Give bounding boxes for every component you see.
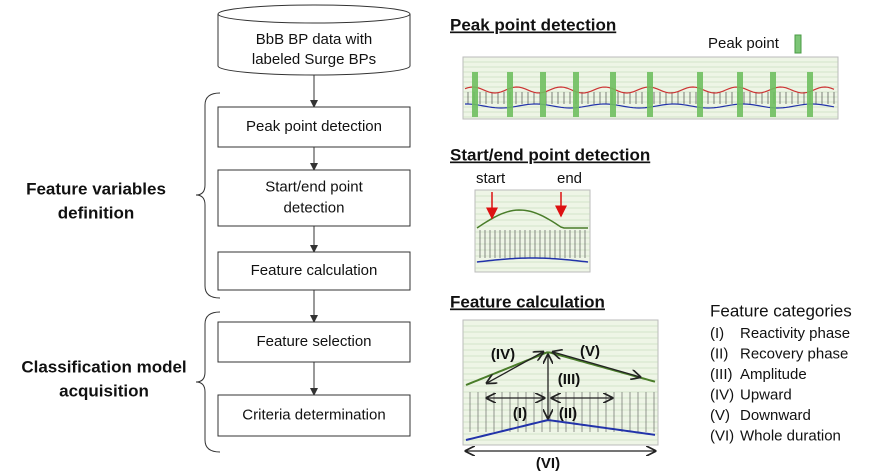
category-code: (IV) [710, 386, 734, 403]
panel-title: Peak point detection [450, 15, 616, 34]
category-code: (V) [710, 407, 730, 424]
step-text: Start/end point [265, 178, 363, 195]
step-text: Feature selection [256, 333, 371, 350]
categories-list: (I) Reactivity phase (II) Recovery phase (II… [710, 325, 850, 445]
category-name: Downward [740, 407, 811, 424]
brace [196, 93, 220, 298]
database: BbB BP data with labeled Surge BPs [218, 5, 410, 75]
feature-label: (III) [558, 371, 581, 388]
peak-bar [540, 72, 546, 117]
feature-label: (I) [513, 405, 527, 422]
panel-title: Start/end point detection [450, 145, 650, 164]
panel-title: Feature calculation [450, 292, 605, 311]
peak-bar [507, 72, 513, 117]
step-text: Criteria determination [242, 406, 385, 423]
peak-bar [807, 72, 813, 117]
peak-bar [647, 72, 653, 117]
group-label: acquisition [59, 381, 149, 400]
category-name: Whole duration [740, 427, 841, 444]
category-code: (II) [710, 345, 728, 362]
peak-bar [697, 72, 703, 117]
category-name: Amplitude [740, 366, 807, 383]
peak-bar [573, 72, 579, 117]
flow: Peak point detection Start/end point detec… [218, 75, 410, 436]
categories-title: Feature categories [710, 301, 852, 320]
peak-bar [610, 72, 616, 117]
db-text: labeled Surge BPs [252, 51, 376, 68]
peak-bar [737, 72, 743, 117]
group-label: Classification model [21, 357, 186, 376]
peak-bar [472, 72, 478, 117]
category-code: (III) [710, 366, 733, 383]
step-text: Peak point detection [246, 118, 382, 135]
feature-label: (VI) [536, 455, 560, 472]
diagram: BbB BP data with labeled Surge BPs Peak … [0, 0, 883, 474]
category-name: Upward [740, 386, 792, 403]
category-name: Recovery phase [740, 345, 848, 362]
step-text: Feature calculation [251, 262, 378, 279]
group-label: Feature variables [26, 179, 166, 198]
marker-label: end [557, 170, 582, 187]
db-text: BbB BP data with [256, 31, 372, 48]
step-text: detection [284, 199, 345, 216]
legend-label: Peak point [708, 35, 780, 52]
marker-label: start [476, 170, 506, 187]
brace [196, 312, 220, 452]
feature-label: (II) [559, 405, 577, 422]
category-name: Reactivity phase [740, 325, 850, 342]
category-code: (VI) [710, 427, 734, 444]
group-label: definition [58, 203, 134, 222]
peak-bar [770, 72, 776, 117]
feature-label: (V) [580, 343, 600, 360]
legend-swatch [795, 35, 801, 53]
category-code: (I) [710, 325, 724, 342]
feature-label: (IV) [491, 346, 515, 363]
